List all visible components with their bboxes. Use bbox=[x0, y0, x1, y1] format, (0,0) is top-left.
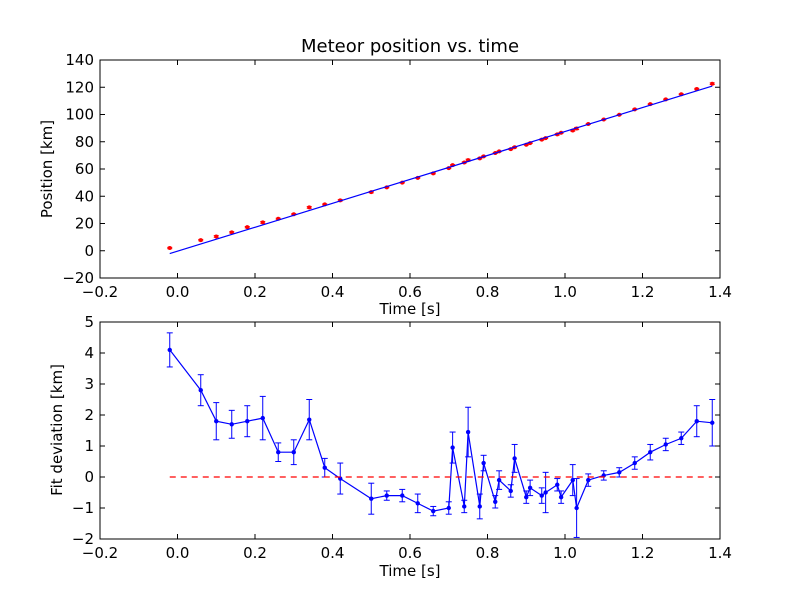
data-point bbox=[543, 490, 548, 495]
data-point bbox=[539, 493, 544, 498]
y-axis-label: Position [km] bbox=[38, 120, 56, 218]
position-chart-ticks: −0.2 0.0 0.2 0.4 0.6 0.8 1.0 1.2 1.4 −20 0 20 40 60 80… bbox=[62, 51, 732, 301]
data-point bbox=[291, 450, 296, 455]
data-point bbox=[648, 450, 653, 455]
x-tick-label: 1.0 bbox=[553, 544, 577, 562]
data-point bbox=[400, 493, 405, 498]
data-point bbox=[512, 456, 517, 461]
x-tick-label: 1.2 bbox=[631, 283, 655, 301]
data-point bbox=[446, 505, 451, 511]
x-tick-label: 1.4 bbox=[708, 283, 732, 301]
data-point bbox=[465, 429, 471, 435]
deviation-plot-frame bbox=[99, 321, 721, 540]
y-tick-label: 0 bbox=[84, 242, 94, 260]
x-tick-label: 1.0 bbox=[553, 283, 577, 301]
position-chart: Meteor position vs. time −0.2 0.0 0.2 0.4 0.… bbox=[38, 36, 732, 318]
data-point bbox=[481, 460, 486, 466]
y-tick-label: 0 bbox=[84, 468, 94, 486]
x-axis-label: Time [s] bbox=[379, 300, 441, 318]
y-tick-label: −2 bbox=[72, 530, 94, 548]
fit-line bbox=[169, 85, 713, 255]
data-point bbox=[214, 234, 219, 239]
data-point bbox=[679, 436, 684, 441]
x-tick-label: 0.2 bbox=[243, 283, 267, 301]
y-tick-label: 3 bbox=[84, 375, 94, 393]
data-point bbox=[694, 419, 699, 424]
data-point bbox=[198, 388, 203, 393]
y-tick-label: −20 bbox=[62, 269, 94, 287]
data-point bbox=[450, 445, 455, 450]
data-point bbox=[586, 477, 591, 483]
data-point bbox=[245, 419, 250, 424]
y-tick-label: 2 bbox=[84, 406, 94, 424]
y-tick-label: 100 bbox=[65, 106, 94, 124]
x-tick-label: −0.2 bbox=[82, 283, 118, 301]
data-point bbox=[245, 225, 250, 230]
deviation-chart: −0.2 0.0 0.2 0.4 0.6 0.8 1.0 1.2 1.4 −2 −1 0 1 2 3 4 5 T… bbox=[48, 313, 732, 580]
deviation-chart-marks bbox=[166, 332, 716, 538]
data-point bbox=[555, 482, 560, 487]
position-series-fit-line bbox=[169, 85, 713, 255]
data-point bbox=[384, 493, 389, 498]
data-point bbox=[710, 81, 715, 86]
position-plot-frame bbox=[99, 59, 721, 279]
data-point bbox=[527, 485, 533, 491]
position-chart-marks bbox=[167, 81, 715, 255]
data-point bbox=[260, 220, 265, 225]
data-point bbox=[260, 415, 265, 421]
x-tick-label: 1.4 bbox=[708, 544, 732, 562]
data-point bbox=[415, 501, 420, 506]
data-point bbox=[198, 238, 203, 243]
data-point bbox=[493, 499, 498, 504]
x-axis-label: Time [s] bbox=[379, 562, 441, 580]
data-point bbox=[229, 230, 234, 235]
data-point bbox=[307, 205, 312, 210]
y-tick-label: 80 bbox=[75, 133, 94, 151]
x-tick-label: −0.2 bbox=[82, 544, 118, 562]
x-tick-label: 0.6 bbox=[398, 544, 422, 562]
y-tick-label: 5 bbox=[84, 313, 94, 331]
x-tick-label: 0.8 bbox=[476, 544, 500, 562]
y-axis-label: Fit deviation [km] bbox=[48, 364, 66, 496]
data-point bbox=[322, 465, 327, 470]
data-point bbox=[214, 419, 219, 424]
x-tick-label: 0.6 bbox=[398, 283, 422, 301]
data-point bbox=[229, 422, 234, 427]
deviation-chart-ticks: −0.2 0.0 0.2 0.4 0.6 0.8 1.0 1.2 1.4 −2 −1 0 1 2 3 4 5 bbox=[72, 313, 732, 562]
y-tick-label: 40 bbox=[75, 187, 94, 205]
y-tick-label: 4 bbox=[84, 344, 94, 362]
data-point bbox=[663, 442, 668, 447]
data-point bbox=[496, 477, 502, 483]
data-point bbox=[276, 450, 281, 455]
x-tick-label: 1.2 bbox=[631, 544, 655, 562]
data-point bbox=[369, 496, 374, 501]
x-tick-label: 0.4 bbox=[321, 544, 345, 562]
chart-title: Meteor position vs. time bbox=[301, 36, 519, 57]
data-point bbox=[477, 504, 482, 509]
x-tick-label: 0.8 bbox=[476, 283, 500, 301]
x-tick-label: 0.0 bbox=[166, 544, 190, 562]
data-point bbox=[558, 494, 564, 500]
data-point bbox=[632, 460, 637, 466]
data-point bbox=[167, 246, 172, 251]
y-tick-label: 120 bbox=[65, 78, 94, 96]
x-tick-label: 0.2 bbox=[243, 544, 267, 562]
y-tick-label: 1 bbox=[84, 437, 94, 455]
deviation-series-line-with-errorbars bbox=[166, 332, 716, 538]
data-point bbox=[431, 508, 436, 514]
x-tick-label: 0.4 bbox=[321, 283, 345, 301]
data-point bbox=[307, 417, 312, 422]
y-tick-label: 20 bbox=[75, 215, 94, 233]
data-point bbox=[617, 470, 622, 475]
y-tick-label: 60 bbox=[75, 160, 94, 178]
y-tick-label: 140 bbox=[65, 51, 94, 69]
data-point bbox=[574, 505, 579, 511]
data-point bbox=[710, 420, 715, 425]
data-point bbox=[167, 347, 172, 353]
y-tick-label: −1 bbox=[72, 499, 94, 517]
data-point bbox=[462, 504, 467, 509]
data-point bbox=[508, 488, 513, 494]
x-tick-label: 0.0 bbox=[166, 283, 190, 301]
